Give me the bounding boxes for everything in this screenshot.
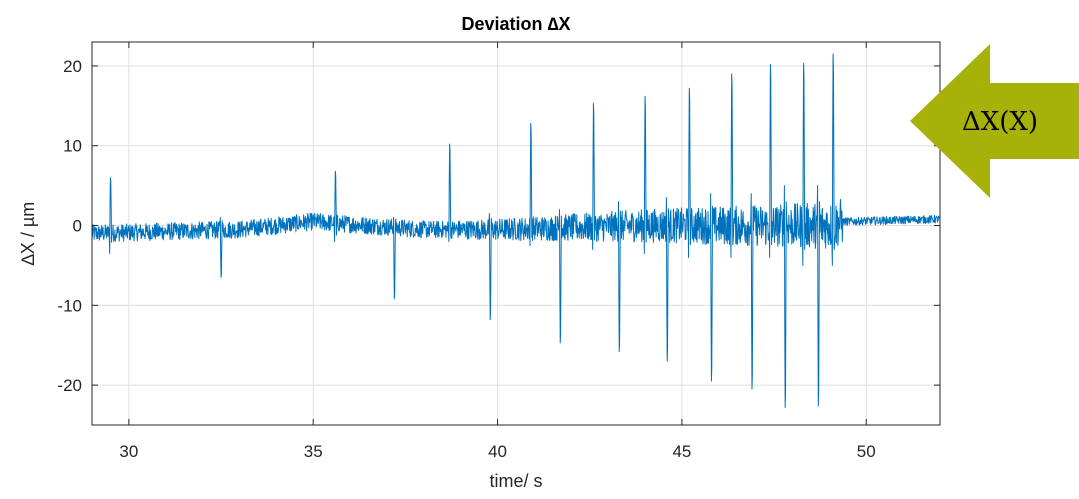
deviation-series-line (91, 53, 941, 408)
y-tick-label: 10 (63, 137, 82, 156)
y-tick-label: 20 (63, 57, 82, 76)
x-tick-label: 35 (304, 442, 323, 461)
axis-ticks: 30 35 40 45 50 -20 -10 0 10 20 (57, 42, 940, 461)
y-tick-label: -10 (57, 296, 82, 315)
arrow-left-shape (910, 44, 1079, 198)
y-axis-label: ∆X / µm (18, 202, 38, 265)
data-series-layer (91, 53, 941, 408)
annotation-label: ΔX(X) (962, 107, 1038, 137)
y-tick-label: -20 (57, 376, 82, 395)
x-tick-label: 50 (857, 442, 876, 461)
chart-title: Deviation ∆X (461, 14, 570, 34)
plot-frame (91, 41, 941, 426)
x-tick-label: 30 (119, 442, 138, 461)
x-tick-label: 45 (672, 442, 691, 461)
y-tick-label: 0 (73, 217, 82, 236)
annotation-arrow: ΔX(X) (910, 44, 1079, 198)
x-axis-label: time/ s (489, 471, 542, 491)
grid-lines (92, 42, 940, 425)
x-tick-label: 40 (488, 442, 507, 461)
